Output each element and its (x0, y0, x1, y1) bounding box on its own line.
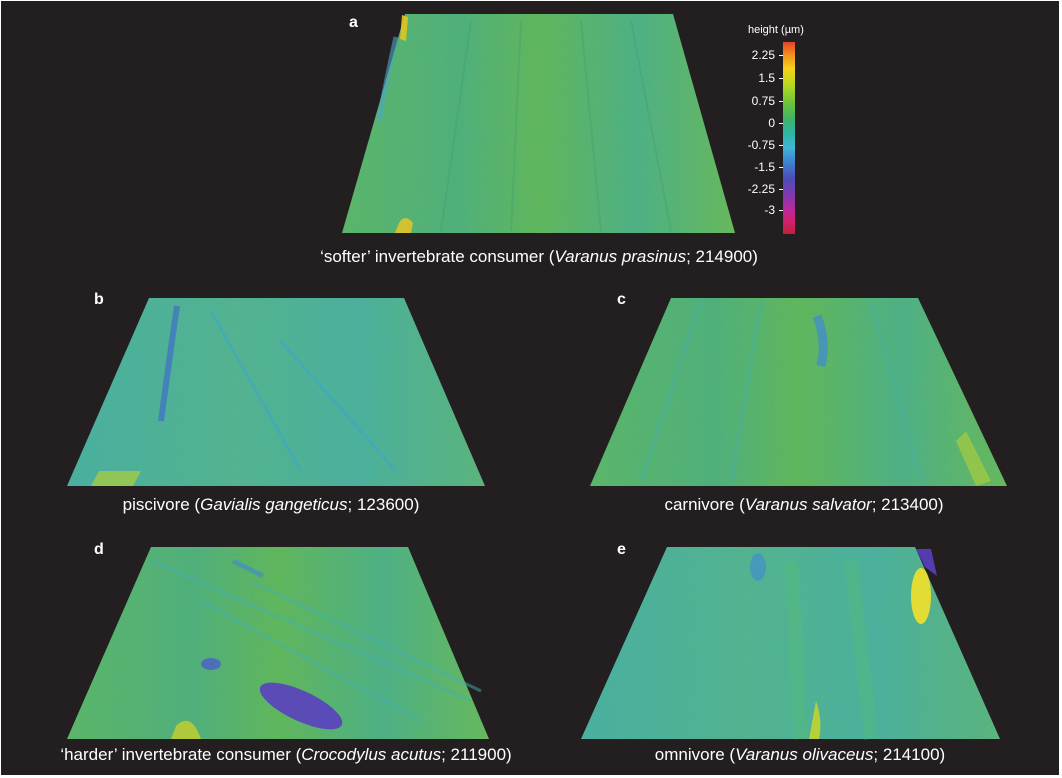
surface-c (590, 298, 1007, 486)
caption-a: ‘softer’ invertebrate consumer (Varanus … (320, 247, 758, 266)
colorbar (783, 42, 795, 234)
colorbar-tick: -1.5 (754, 160, 775, 174)
colorbar-tick-mark (779, 123, 783, 124)
colorbar-tick: -3 (764, 203, 775, 217)
colorbar-tick-mark (779, 167, 783, 168)
caption-c: carnivore (Varanus salvator; 213400) (664, 495, 944, 514)
colorbar-tick: 0.75 (751, 94, 775, 108)
species-name: Varanus salvator (744, 495, 872, 514)
species-name: Varanus prasinus (554, 247, 687, 266)
panel-letter-e: e (617, 541, 626, 558)
colorbar-tick: 1.5 (758, 71, 775, 85)
surface-e (581, 547, 1000, 740)
colorbar-tick-mark (779, 145, 783, 146)
colorbar-tick-mark (779, 55, 783, 56)
colorbar-tick-mark (779, 189, 783, 190)
panel-letter-c: c (617, 291, 626, 308)
surface-a (342, 14, 735, 233)
panel-letter-d: d (94, 541, 104, 558)
colorbar-tick: -0.75 (747, 138, 775, 152)
species-name: Varanus olivaceus (735, 745, 874, 764)
surface-b (67, 298, 485, 486)
caption-b: piscivore (Gavialis gangeticus; 123600) (122, 495, 420, 514)
colorbar-title: height (µm) (748, 24, 804, 36)
colorbar-tick-mark (779, 101, 783, 102)
colorbar-tick: -2.25 (747, 182, 775, 196)
colorbar-tick: 0 (768, 116, 775, 130)
surface-d (67, 547, 489, 739)
caption-d: ‘harder’ invertebrate consumer (Crocodyl… (60, 745, 512, 764)
panel-letter-a: a (349, 14, 358, 31)
caption-e: omnivore (Varanus olivaceus; 214100) (654, 745, 946, 764)
colorbar-tick: 2.25 (751, 48, 775, 62)
colorbar-tick-mark (779, 78, 783, 79)
panel-letter-b: b (94, 291, 104, 308)
species-name: Crocodylus acutus (301, 745, 442, 764)
species-name: Gavialis gangeticus (200, 495, 348, 514)
colorbar-tick-mark (779, 210, 783, 211)
